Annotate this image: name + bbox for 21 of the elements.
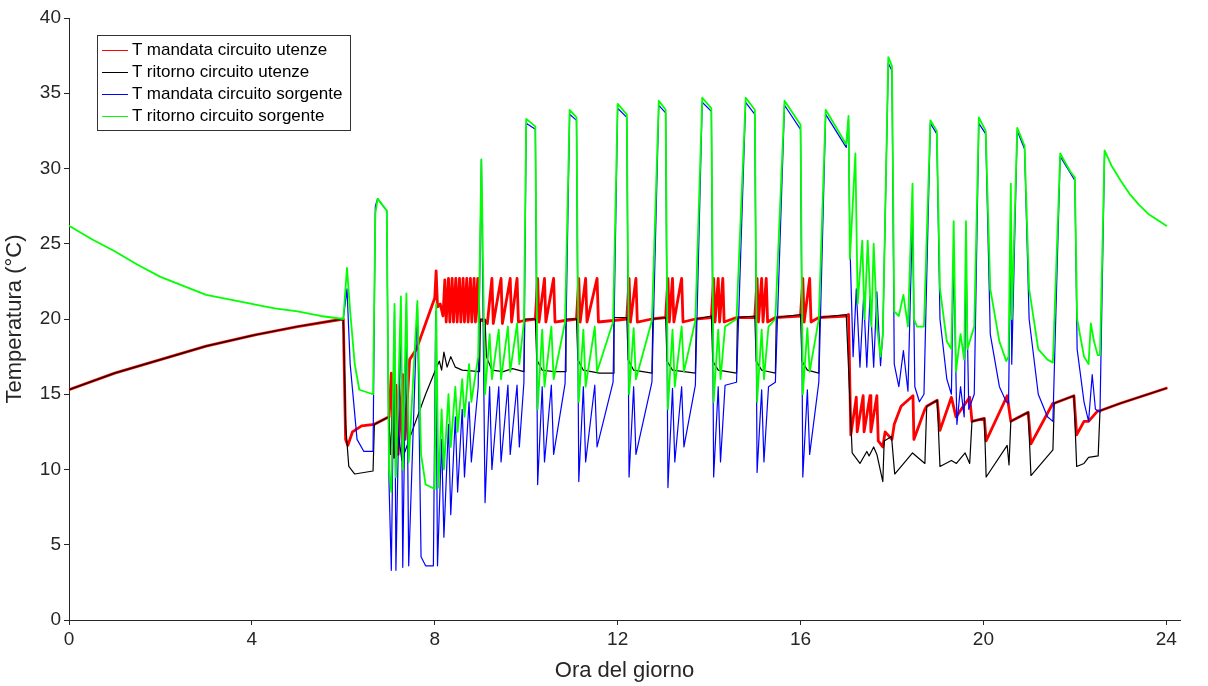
x-tick-label: 20 xyxy=(972,627,994,649)
x-tick-label: 16 xyxy=(789,627,812,649)
y-tick-label: 35 xyxy=(39,81,61,103)
y-tick-label: 20 xyxy=(39,307,61,329)
y-tick-label: 0 xyxy=(50,608,61,630)
x-tick-label: 12 xyxy=(607,627,629,649)
y-tick-label: 5 xyxy=(50,532,61,554)
y-tick-label: 15 xyxy=(39,382,61,404)
y-tick-label: 30 xyxy=(39,156,61,178)
y-tick-label: 40 xyxy=(39,6,61,28)
y-axis-title: Temperatura (°C) xyxy=(1,234,27,404)
x-tick-label: 24 xyxy=(1155,627,1178,649)
x-tick-label: 8 xyxy=(429,627,441,649)
legend-label: T ritorno circuito utenze xyxy=(132,62,310,82)
x-tick-label: 4 xyxy=(246,627,258,649)
y-tick-label: 25 xyxy=(39,231,61,253)
y-tick-label: 10 xyxy=(39,457,61,479)
legend-label: T ritorno circuito sorgente xyxy=(132,106,325,126)
x-axis-title: Ora del giorno xyxy=(554,656,695,682)
legend-label: T mandata circuito sorgente xyxy=(132,84,343,104)
legend-label: T mandata circuito utenze xyxy=(132,40,328,60)
